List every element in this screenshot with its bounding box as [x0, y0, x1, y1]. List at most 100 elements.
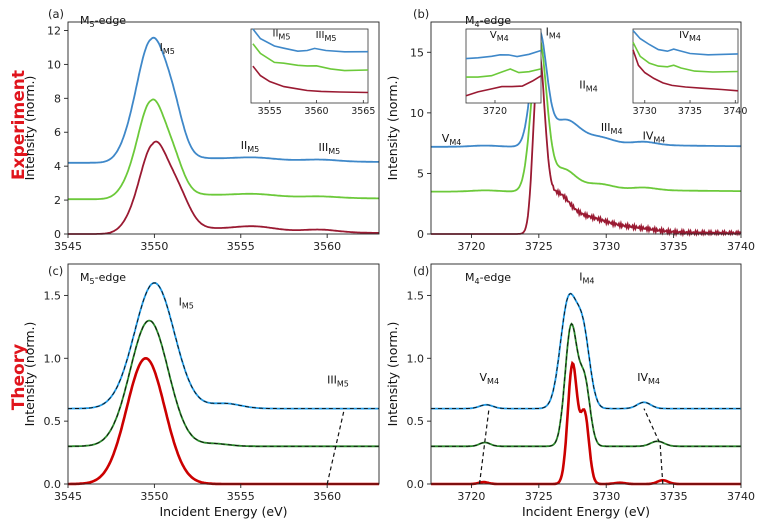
y-tick-label: 0 — [417, 228, 424, 241]
x-tick-label: 3725 — [525, 240, 553, 253]
axes-frame — [67, 21, 380, 235]
y-axis-label: Intensity (norm.) — [385, 76, 400, 181]
series-theory_green — [431, 322, 741, 448]
inset-tick-label: 3565 — [351, 106, 375, 117]
panel-a: 3545 3550 3555 3560 0 2 4 6 8 10 12 Intensity (norm… — [22, 7, 380, 253]
y-tick-label: 10 — [47, 58, 61, 71]
y-axis-label: Intensity (norm.) — [22, 76, 37, 181]
peak-label: IIIM5 — [316, 30, 337, 43]
inset-series-green — [466, 68, 542, 78]
peak-label: IM5 — [160, 41, 175, 56]
series-blue — [68, 36, 379, 164]
peak-label: VM4 — [442, 132, 462, 147]
peak-label: VM4 — [480, 371, 500, 386]
series-blue — [431, 29, 741, 148]
x-axis-label: Incident Energy (eV) — [522, 504, 650, 519]
panel-letter: (c) — [48, 264, 63, 278]
inset-series-maroon — [465, 75, 542, 97]
edge-title: M5-edge — [80, 14, 126, 29]
axes-frame — [430, 263, 742, 485]
row-label-theory: Theory — [9, 344, 29, 410]
panel-letter: (b) — [413, 7, 429, 21]
y-tick-label: 15 — [410, 46, 424, 59]
inset-series-green — [632, 41, 739, 73]
x-tick-label: 3740 — [727, 240, 755, 253]
x-tick-label: 3740 — [727, 490, 755, 503]
x-tick-label: 3550 — [140, 240, 168, 253]
x-tick-label: 3720 — [457, 490, 485, 503]
peak-label: IM4 — [579, 270, 594, 285]
y-tick-label: 2 — [54, 194, 61, 207]
guide-line — [478, 408, 490, 485]
peak-label: IVM4 — [643, 130, 666, 145]
inset-series-maroon — [632, 49, 739, 92]
x-tick-label: 3560 — [313, 240, 341, 253]
edge-title: M4-edge — [465, 271, 511, 286]
inset-a: 3555 3560 3565 IIM5 IIIM5 — [250, 28, 375, 117]
y-tick-label: 5 — [417, 167, 424, 180]
peak-label: IIIM5 — [327, 373, 349, 388]
inset-frame — [632, 28, 739, 104]
inset-tick-label: 3730 — [633, 106, 657, 117]
panel-letter: (a) — [48, 7, 64, 21]
inset-series-blue — [465, 49, 542, 60]
edge-title: M4-edge — [465, 14, 511, 29]
peak-label: IIIM5 — [319, 141, 341, 156]
y-tick-label: 4 — [54, 160, 61, 173]
guide-line — [326, 408, 345, 485]
panel-c: 3545 3550 3555 3560 0.0 0.5 1.0 1.5 Intensity (n… — [22, 263, 380, 519]
y-tick-label: 0.0 — [407, 478, 425, 491]
y-tick-label: 6 — [54, 126, 61, 139]
y-tick-label: 8 — [54, 92, 61, 105]
y-tick-label: 12 — [47, 24, 61, 37]
row-label-experiment: Experiment — [9, 70, 29, 180]
panel-d: 3720 3725 3730 3735 3740 0.0 0.5 1.0 1.5 Intensit… — [385, 263, 755, 519]
x-tick-label: 3560 — [313, 490, 341, 503]
y-tick-label: 1.5 — [407, 289, 425, 302]
series-green — [431, 37, 741, 193]
panel-letter: (d) — [413, 264, 429, 278]
x-tick-label: 3545 — [54, 240, 82, 253]
inset-series-blue — [252, 28, 369, 53]
x-tick-label: 3555 — [227, 240, 255, 253]
peak-label: IIM5 — [273, 28, 291, 41]
inset-tick-label: 3720 — [483, 106, 507, 117]
peak-label: IM4 — [546, 25, 561, 40]
inset-tick-label: 3740 — [723, 106, 747, 117]
y-tick-label: 1.0 — [407, 352, 425, 365]
series-dash-theory_blue — [68, 282, 379, 410]
y-tick-label: 1.0 — [44, 352, 62, 365]
peak-label: VM4 — [490, 30, 509, 43]
y-tick-label: 1.5 — [44, 289, 62, 302]
panels: 3545 3550 3555 3560 0 2 4 6 8 10 12 Intensity (norm… — [22, 7, 755, 519]
peak-label: IIIM4 — [601, 121, 623, 136]
inset-frame — [465, 28, 542, 104]
inset-tick-label: 3555 — [258, 106, 282, 117]
peak-label: IM5 — [179, 295, 194, 310]
series-maroon — [68, 140, 379, 235]
x-tick-label: 3555 — [227, 490, 255, 503]
series-dash-theory_blue — [431, 293, 741, 410]
series-theory_blue — [68, 281, 379, 410]
peak-label: IIM5 — [241, 139, 260, 154]
y-axis-label: Intensity (norm.) — [22, 322, 37, 427]
y-tick-label: 10 — [410, 107, 424, 120]
series-dash-theory_green — [68, 320, 379, 447]
inset-tick-label: 3735 — [678, 106, 702, 117]
y-tick-label: 0.0 — [44, 478, 62, 491]
x-axis-label: Incident Energy (eV) — [159, 504, 287, 519]
inset-b-right: 3730 3735 3740 IVM4 — [632, 28, 747, 117]
peak-label: IVM4 — [679, 30, 701, 43]
x-tick-label: 3550 — [140, 490, 168, 503]
y-tick-label: 0.5 — [407, 415, 425, 428]
x-tick-label: 3725 — [525, 490, 553, 503]
series-green — [68, 98, 379, 201]
inset-series-green — [252, 43, 369, 72]
x-tick-label: 3720 — [457, 240, 485, 253]
peak-label: IVM4 — [637, 371, 660, 386]
y-tick-label: 0 — [54, 228, 61, 241]
edge-title: M5-edge — [80, 271, 126, 286]
x-tick-label: 3735 — [660, 240, 688, 253]
y-tick-label: 0.5 — [44, 415, 62, 428]
